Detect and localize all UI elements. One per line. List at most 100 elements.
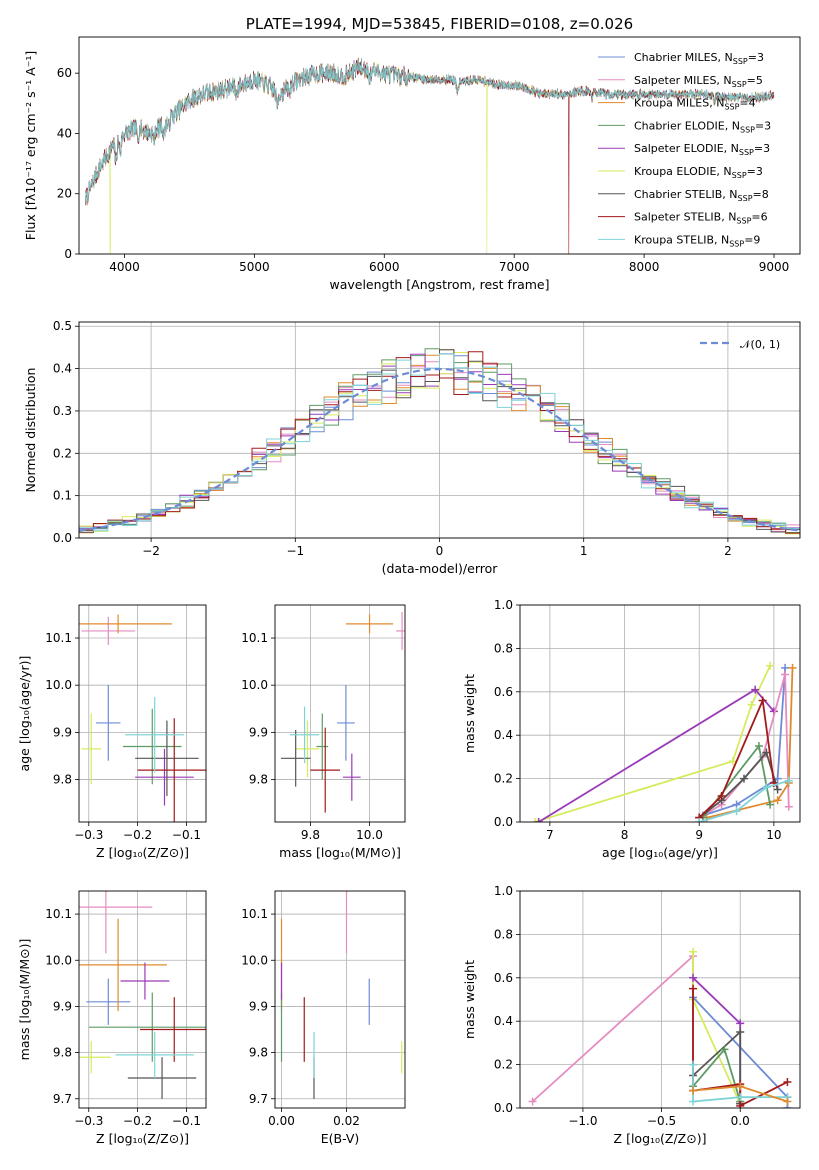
weight-line-0 — [534, 665, 771, 822]
panel-mass-vs-Z: −0.3 −0.2 −0.1 9.7 9.8 9.9 10.0 10.1 Z [log₁₀(Z/… — [17, 890, 207, 1146]
y-tick-label: 9.9 — [53, 999, 72, 1013]
plot-area-mass-vs-Z — [79, 891, 206, 1099]
x-axis-label: Z [log₁₀(Z/Z⊙)] — [96, 845, 189, 860]
axes-frame-mass-vs-Z — [78, 890, 207, 1109]
weight-marker — [762, 783, 771, 792]
x-tick-label: −0.1 — [172, 1114, 201, 1128]
weight-marker — [784, 802, 793, 811]
y-tick-label: 0.1 — [53, 489, 72, 503]
legend-label: Salpeter MILES, NSSP=5 — [634, 74, 763, 89]
x-axis-label: (data-model)/error — [382, 561, 499, 576]
weight-marker — [689, 1097, 698, 1106]
x-tick-label: 0.0 — [731, 1114, 750, 1128]
legend-label: Chabrier STELIB, NSSP=8 — [634, 188, 769, 203]
x-tick-label: 9000 — [759, 260, 790, 274]
weight-marker — [784, 776, 793, 785]
weight-marker — [736, 1028, 745, 1037]
y-tick-label: 9.9 — [249, 725, 268, 739]
y-tick-label: 1.0 — [494, 598, 513, 612]
y-tick-label: 0.3 — [53, 404, 72, 418]
weight-line-4 — [706, 667, 794, 819]
x-tick-label: 5000 — [239, 260, 270, 274]
weight-marker — [773, 785, 782, 794]
weight-marker — [728, 757, 737, 766]
weight-marker — [766, 800, 775, 809]
weight-line-5 — [692, 1047, 742, 1102]
weight-marker — [754, 742, 763, 751]
x-axis-label: E(B-V) — [321, 1131, 360, 1146]
histogram-7 — [79, 351, 800, 534]
x-tick-label: 9.8 — [301, 828, 320, 842]
y-tick-label: 10.0 — [45, 678, 72, 692]
y-tick-label: 0.8 — [494, 927, 513, 941]
chart-title: PLATE=1994, MJD=53845, FIBERID=0108, z=0… — [246, 15, 633, 33]
legend-label: Kroupa STELIB, NSSP=9 — [634, 233, 760, 248]
plot-area-residuals — [79, 348, 800, 535]
x-axis-label: age [log₁₀(age/yr)] — [602, 845, 718, 860]
weight-marker — [740, 774, 748, 783]
y-tick-label: 0.4 — [494, 728, 513, 742]
panel-weight-vs-Z: −1.0 −0.5 0.0 0.0 0.2 0.4 0.6 0.8 1.0 Z [log₁₀(Z/… — [462, 884, 801, 1146]
x-tick-label: −1.0 — [568, 1114, 597, 1128]
axes-frame-weight-vs-age — [519, 604, 801, 823]
legend-residuals: 𝒩(0, 1) — [700, 338, 780, 351]
y-axis-label: age [log₁₀(age/yr)] — [17, 656, 32, 772]
y-axis-label: mass [log₁₀(M/M⊙)] — [17, 939, 32, 1061]
weight-marker — [751, 685, 760, 694]
x-tick-label: 10.0 — [356, 828, 383, 842]
y-tick-label: 9.8 — [53, 1046, 72, 1060]
x-axis-label: Z [log₁₀(Z/Z⊙)] — [614, 1131, 707, 1146]
weight-marker — [773, 796, 782, 805]
weight-marker — [783, 1097, 792, 1106]
y-axis-label: mass weight — [462, 960, 477, 1039]
weight-marker — [783, 1077, 792, 1086]
weight-marker — [534, 818, 543, 822]
plot-area-age-vs-mass — [280, 612, 405, 813]
y-tick-label: 0.4 — [53, 362, 72, 376]
y-tick-label: 0.6 — [494, 971, 513, 985]
y-axis-label: mass weight — [462, 674, 477, 753]
axes-frame-weight-vs-Z — [519, 890, 801, 1109]
weight-marker — [528, 1097, 537, 1106]
y-tick-label: 9.9 — [249, 999, 268, 1013]
y-tick-label: 10.0 — [241, 678, 268, 692]
x-tick-label: 1 — [580, 544, 588, 558]
y-tick-label: 10.1 — [241, 907, 268, 921]
weight-marker — [747, 700, 756, 709]
weight-marker — [720, 1045, 729, 1054]
weight-marker — [736, 1093, 745, 1102]
x-tick-label: −0.2 — [123, 1114, 152, 1128]
y-tick-label: 0.2 — [494, 1058, 513, 1072]
spectrum-line-7 — [85, 58, 775, 254]
y-tick-label: 10.0 — [241, 953, 268, 967]
weight-marker — [736, 1082, 745, 1091]
panel-age-vs-mass: 9.8 10.0 9.8 9.9 10.0 10.1 mass [log₁₀(M/M⊙)] — [241, 604, 406, 860]
gaussian-reference — [79, 367, 800, 532]
weight-line-8 — [698, 779, 790, 822]
legend-label: Kroupa MILES, NSSP=4 — [634, 97, 756, 112]
axes-frame-mass-vs-ebv — [274, 890, 406, 1109]
y-tick-label: 1.0 — [494, 884, 513, 898]
x-tick-label: 9 — [695, 828, 703, 842]
panel-mass-vs-ebv: 0.00 0.02 9.7 9.8 9.9 10.0 10.1 E(B-V) — [241, 890, 406, 1146]
y-tick-label: 0.6 — [494, 685, 513, 699]
legend-label: 𝒩(0, 1) — [740, 338, 780, 351]
y-tick-label: 9.9 — [53, 725, 72, 739]
x-tick-label: 8 — [621, 828, 629, 842]
x-tick-label: 6000 — [369, 260, 400, 274]
y-tick-label: 0.5 — [53, 319, 72, 333]
grid-age-vs-Z — [79, 605, 206, 822]
histogram-8 — [79, 353, 800, 532]
plot-area-weight-vs-age — [530, 661, 797, 822]
weight-marker — [530, 818, 539, 822]
grid-age-vs-mass — [275, 605, 405, 822]
x-tick-label: 0.00 — [268, 1114, 295, 1128]
panel-spectrum: 4000 5000 6000 7000 8000 9000 0 20 40 60 wavelengt… — [23, 15, 801, 292]
x-axis-label: mass [log₁₀(M/M⊙)] — [279, 845, 401, 860]
plot-area-age-vs-Z — [79, 614, 206, 822]
legend-label: Salpeter STELIB, NSSP=6 — [634, 211, 768, 226]
y-tick-label: 0.8 — [494, 641, 513, 655]
y-tick-label: 10.1 — [45, 907, 72, 921]
panel-age-vs-Z: −0.3 −0.2 −0.1 9.8 9.9 10.0 10.1 Z [log₁₀(Z/Z⊙)… — [17, 604, 207, 860]
weight-marker — [781, 670, 790, 679]
